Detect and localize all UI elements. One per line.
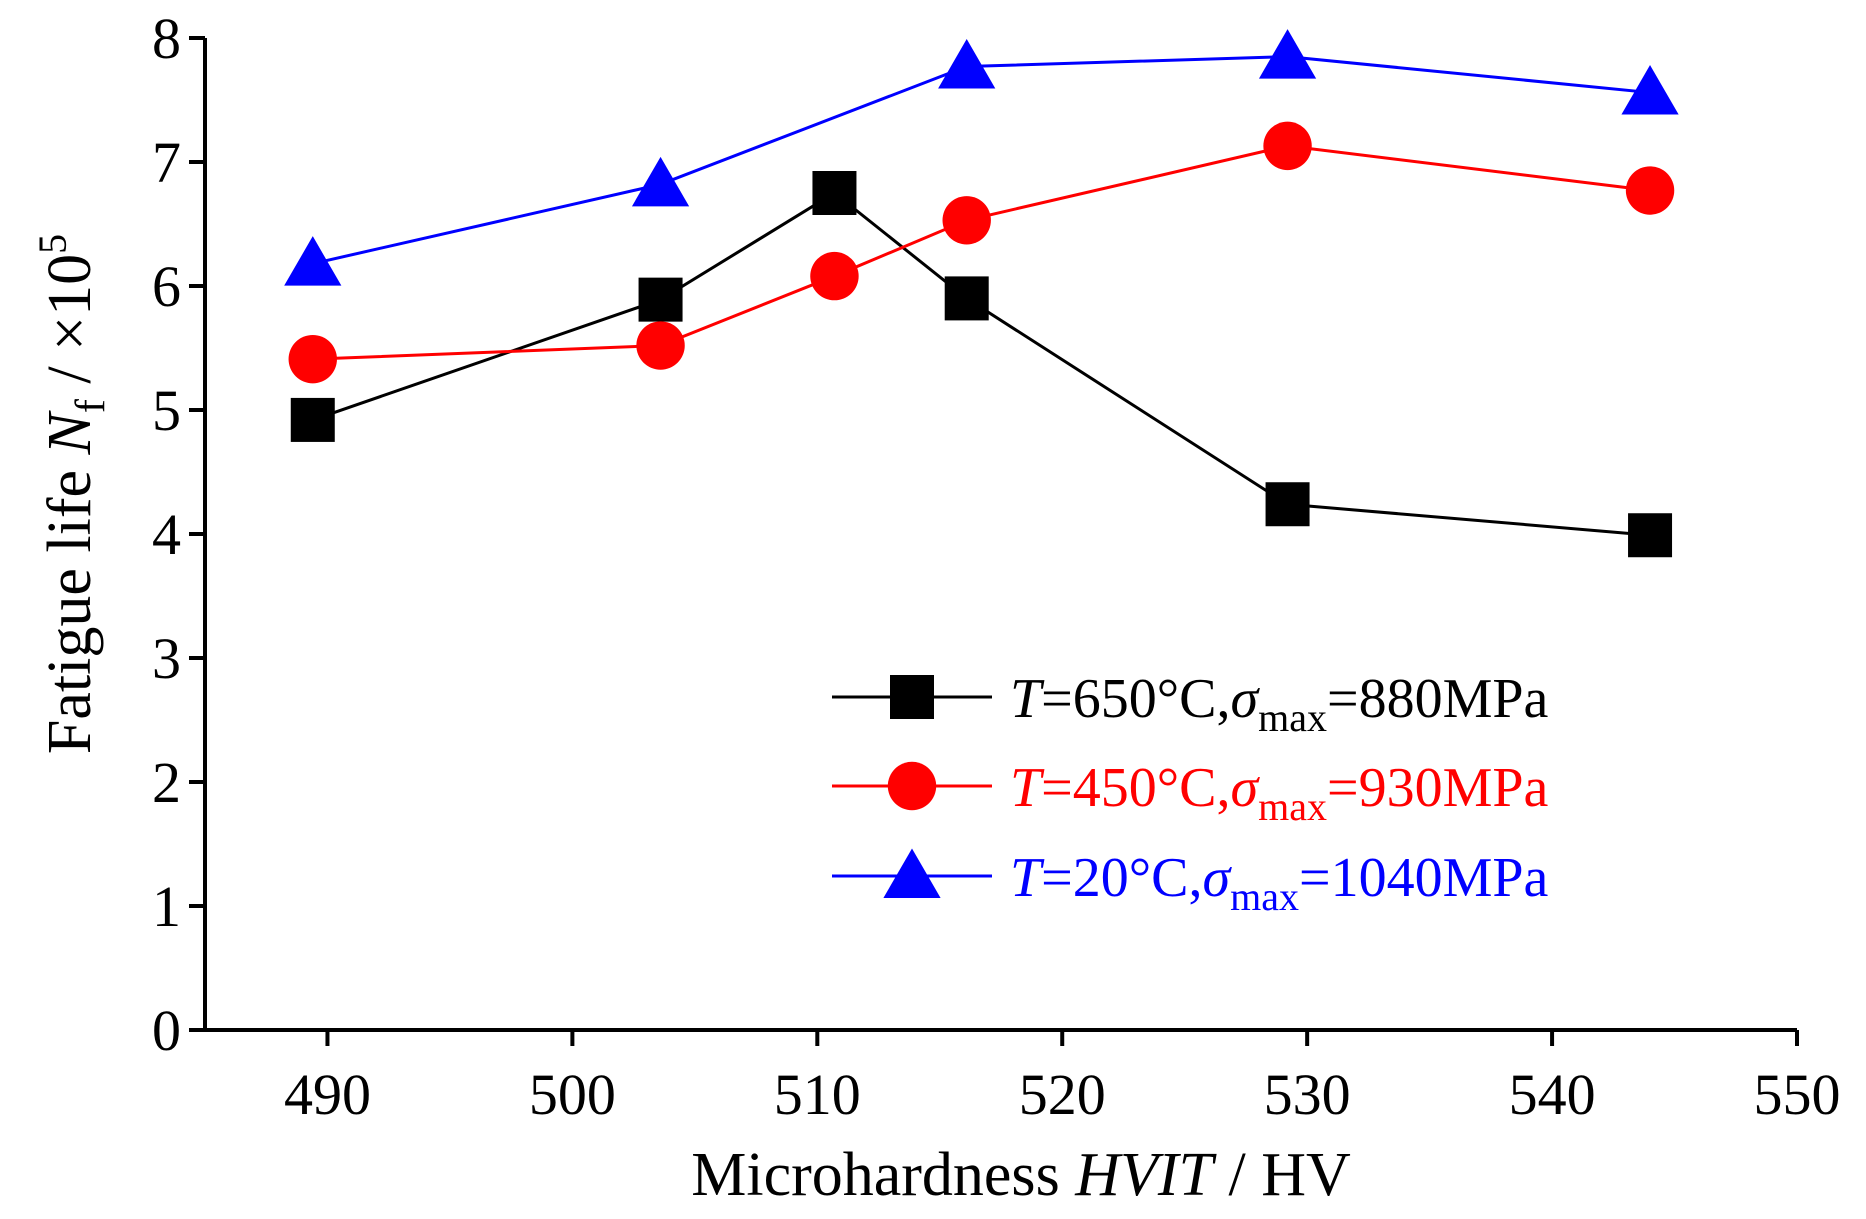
data-point-square bbox=[944, 276, 989, 321]
legend-label-stress: =880MPa bbox=[1327, 668, 1549, 730]
legend-label-var: T bbox=[1010, 668, 1045, 730]
x-axis-title-unit: / HV bbox=[1213, 1141, 1351, 1209]
legend: T=650°C,σmax=880MPaT=450°C,σmax=930MPaT=… bbox=[832, 668, 1549, 919]
series-circle bbox=[288, 121, 1675, 384]
data-point-square bbox=[1628, 513, 1673, 558]
legend-label: T=450°C,σmax=930MPa bbox=[1010, 757, 1549, 829]
y-axis-title-exp: 5 bbox=[30, 234, 75, 254]
legend-label-var: T bbox=[1010, 757, 1045, 819]
y-tick-label: 5 bbox=[152, 378, 181, 443]
data-point-circle bbox=[1625, 166, 1675, 215]
data-point-circle bbox=[288, 334, 337, 384]
x-tick-label: 510 bbox=[774, 1062, 861, 1127]
legend-label-stress: =930MPa bbox=[1327, 757, 1549, 819]
data-point-square bbox=[290, 397, 335, 442]
x-tick-label: 520 bbox=[1019, 1062, 1106, 1127]
y-axis-title-text: Fatigue life bbox=[36, 454, 104, 754]
y-tick-label: 2 bbox=[152, 750, 181, 815]
axis-titles: Microhardness HVIT / HV Fatigue life Nf /… bbox=[30, 234, 1351, 1209]
series-line bbox=[312, 191, 1651, 537]
legend-label-var: T bbox=[1010, 847, 1045, 909]
legend-marker-circle bbox=[887, 761, 937, 811]
y-tick-label: 1 bbox=[152, 874, 181, 939]
y-tick-label: 7 bbox=[152, 130, 181, 195]
legend-label: T=20°C,σmax=1040MPa bbox=[1010, 847, 1549, 919]
x-axis-title: Microhardness HVIT / HV bbox=[691, 1141, 1351, 1209]
legend-label-sigma: σ bbox=[1202, 847, 1232, 909]
legend-label: T=650°C,σmax=880MPa bbox=[1010, 668, 1549, 740]
x-tick-label: 540 bbox=[1509, 1062, 1596, 1127]
data-point-circle bbox=[810, 251, 859, 301]
legend-label-sigma: σ bbox=[1230, 668, 1260, 730]
y-axis-title: Fatigue life Nf / ×105 bbox=[30, 234, 114, 754]
legend-label-sub: max bbox=[1258, 784, 1327, 829]
x-axis-title-var: HVIT bbox=[1074, 1141, 1217, 1209]
y-axis-title-var: N bbox=[36, 409, 104, 455]
plot-axes: 0 1 2 3 4 5 6 7 8 490 500 510 520 530 540 550 bbox=[152, 6, 1841, 1127]
legend-item: T=650°C,σmax=880MPa bbox=[832, 668, 1549, 740]
x-tick-label: 500 bbox=[529, 1062, 616, 1127]
x-tick-label: 550 bbox=[1754, 1062, 1841, 1127]
y-tick-label: 6 bbox=[152, 254, 181, 319]
legend-label-sub: max bbox=[1230, 874, 1299, 919]
plot-series bbox=[284, 29, 1679, 558]
data-point-triangle bbox=[631, 156, 690, 207]
legend-label-stress: =1040MPa bbox=[1299, 847, 1549, 909]
data-point-square bbox=[638, 277, 683, 322]
legend-label-temp: =450°C, bbox=[1041, 757, 1230, 819]
x-tick-label: 490 bbox=[284, 1062, 371, 1127]
data-point-square bbox=[1265, 482, 1310, 527]
y-tick-label: 8 bbox=[152, 6, 181, 71]
data-point-circle bbox=[1263, 121, 1312, 171]
legend-item: T=450°C,σmax=930MPa bbox=[832, 757, 1549, 829]
legend-label-sub: max bbox=[1258, 695, 1327, 740]
legend-label-temp: =20°C, bbox=[1041, 847, 1202, 909]
legend-marker-square bbox=[890, 675, 934, 719]
data-point-triangle bbox=[1621, 65, 1679, 115]
legend-label-temp: =650°C, bbox=[1041, 668, 1230, 730]
series-square bbox=[290, 171, 1673, 558]
y-tick-label: 4 bbox=[152, 502, 181, 567]
x-axis-title-text: Microhardness bbox=[691, 1141, 1075, 1209]
legend-label-sigma: σ bbox=[1230, 757, 1260, 819]
x-tick-label: 530 bbox=[1264, 1062, 1351, 1127]
series-triangle bbox=[284, 29, 1679, 286]
data-point-triangle bbox=[1258, 29, 1317, 79]
y-tick-label: 0 bbox=[152, 998, 181, 1063]
data-point-triangle bbox=[284, 236, 342, 286]
data-point-triangle bbox=[938, 39, 996, 89]
series-line bbox=[312, 144, 1651, 361]
legend-marker-triangle bbox=[883, 848, 941, 898]
data-point-square bbox=[812, 171, 857, 215]
y-axis-title-sub: f bbox=[68, 399, 114, 413]
y-axis-title-unit: / ×10 bbox=[36, 254, 104, 399]
data-point-circle bbox=[942, 196, 991, 245]
data-point-circle bbox=[636, 321, 685, 370]
y-tick-label: 3 bbox=[152, 626, 181, 691]
legend-item: T=20°C,σmax=1040MPa bbox=[832, 847, 1549, 919]
